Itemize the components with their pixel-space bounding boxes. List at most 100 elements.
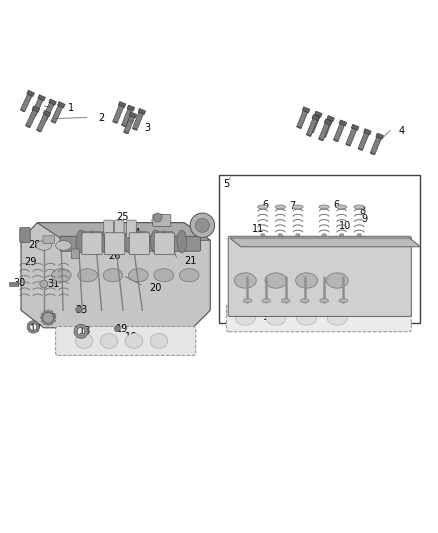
Text: 1: 1 [68,103,74,113]
Ellipse shape [180,269,199,282]
Text: 16: 16 [125,333,137,343]
Polygon shape [37,223,210,240]
Ellipse shape [346,144,350,146]
Ellipse shape [326,273,348,288]
Ellipse shape [297,311,317,325]
Ellipse shape [320,298,328,303]
Circle shape [43,322,46,325]
Bar [321,119,332,137]
Bar [9,282,18,286]
Ellipse shape [132,128,137,131]
Ellipse shape [321,135,326,138]
Circle shape [47,323,49,326]
Ellipse shape [151,230,160,253]
Text: 32: 32 [45,313,57,323]
Ellipse shape [300,298,309,303]
Circle shape [76,306,82,312]
Ellipse shape [124,132,128,134]
Text: 23: 23 [153,214,166,224]
Bar [351,124,359,131]
Ellipse shape [36,241,52,251]
Ellipse shape [262,298,271,303]
Circle shape [40,317,43,319]
Circle shape [138,231,141,234]
Ellipse shape [293,205,303,209]
Circle shape [40,280,48,288]
Text: 27: 27 [79,242,92,252]
Bar [309,115,320,133]
Bar [27,90,35,96]
Bar [132,112,144,130]
FancyBboxPatch shape [60,236,201,251]
Text: 19: 19 [116,324,128,334]
Ellipse shape [26,125,30,127]
Circle shape [195,219,209,232]
FancyBboxPatch shape [226,304,411,332]
Circle shape [90,231,94,234]
Text: 10: 10 [339,221,352,231]
Text: 20: 20 [149,282,161,293]
Circle shape [42,312,54,324]
Ellipse shape [336,205,347,209]
Ellipse shape [103,269,123,282]
Ellipse shape [243,298,252,303]
Ellipse shape [32,114,36,116]
Ellipse shape [75,334,93,349]
Circle shape [50,322,53,325]
Ellipse shape [339,233,344,236]
Ellipse shape [327,311,347,325]
Wedge shape [27,321,39,333]
Circle shape [190,213,215,238]
Bar [327,116,335,122]
Bar [32,106,40,112]
Text: 21: 21 [184,256,196,266]
Bar [121,109,133,127]
Text: 11: 11 [252,224,264,234]
Bar [314,111,322,117]
Bar [32,98,43,116]
Circle shape [53,320,55,322]
Circle shape [114,326,120,332]
Bar [127,105,135,111]
Ellipse shape [309,131,314,133]
Text: 3: 3 [145,123,151,133]
Text: 33: 33 [75,305,88,316]
Circle shape [44,311,46,313]
Bar [43,110,51,117]
Bar [113,105,124,123]
Ellipse shape [278,233,283,236]
Ellipse shape [296,273,318,288]
Ellipse shape [113,121,117,123]
FancyBboxPatch shape [127,220,136,238]
Circle shape [41,313,44,316]
Text: 2: 2 [99,112,105,123]
Text: 12: 12 [370,249,382,259]
FancyBboxPatch shape [129,233,149,255]
Bar [124,116,135,134]
Ellipse shape [261,233,265,236]
Ellipse shape [51,121,56,123]
Text: 6: 6 [333,200,339,210]
Circle shape [153,213,162,222]
Ellipse shape [296,233,300,236]
Bar [324,119,332,125]
Text: 30: 30 [13,278,25,288]
Ellipse shape [97,241,113,251]
Text: 29: 29 [25,257,37,267]
Ellipse shape [154,269,173,282]
Text: 7: 7 [289,201,295,211]
Ellipse shape [306,134,311,136]
Bar [219,174,420,324]
Bar [346,128,357,146]
Text: 17: 17 [30,324,42,334]
Ellipse shape [333,140,338,142]
Ellipse shape [150,334,168,349]
FancyBboxPatch shape [20,228,30,243]
Ellipse shape [76,230,86,253]
Text: 9: 9 [361,214,367,224]
Bar [129,112,137,118]
Bar [318,123,330,141]
Ellipse shape [129,269,148,282]
Bar [49,99,57,106]
Ellipse shape [357,233,361,236]
